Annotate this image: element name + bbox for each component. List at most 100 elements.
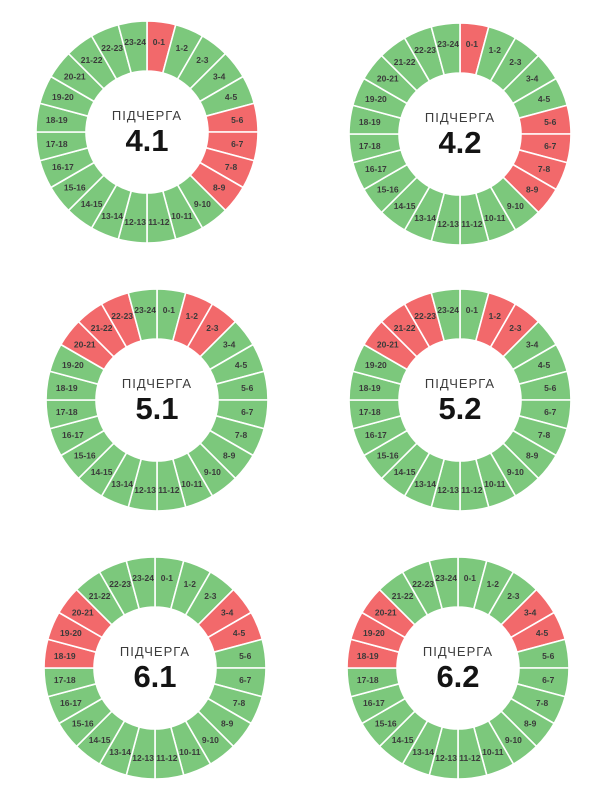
hour-label: 2-3 [507,591,520,601]
hour-label: 18-19 [46,115,68,125]
hour-label: 2-3 [206,323,219,333]
hour-label: 7-8 [538,430,551,440]
hour-label: 12-13 [132,753,154,763]
hour-label: 16-17 [365,430,387,440]
hour-label: 19-20 [60,628,82,638]
hour-label: 11-12 [158,485,180,495]
hour-label: 12-13 [435,753,457,763]
hour-label: 16-17 [52,162,74,172]
hour-label: 18-19 [56,383,78,393]
hour-label: 23-24 [437,305,459,315]
hour-label: 4-5 [538,360,551,370]
hour-label: 15-16 [377,184,399,194]
donut-chart-4-1: 0-1 1-2 2-3 3-4 4-5 5-6 6-7 7-8 8-9 9-10 10-11 11-1… [27,12,267,252]
hour-label: 0-1 [163,305,176,315]
hour-label: 22-23 [414,311,436,321]
donut-chart-5-1: 0-1 1-2 2-3 3-4 4-5 5-6 6-7 7-8 8-9 9-10 10-11 11-1… [37,280,277,520]
hour-label: 7-8 [538,164,551,174]
hour-label: 18-19 [357,651,379,661]
hour-label: 5-6 [544,117,557,127]
hour-label: 5-6 [544,383,557,393]
hour-label: 14-15 [81,199,103,209]
hour-label: 20-21 [64,72,86,82]
hour-label: 14-15 [89,735,111,745]
hour-label: 23-24 [134,305,156,315]
donut-ring-svg: 0-1 1-2 2-3 3-4 4-5 5-6 6-7 7-8 8-99-1010-1111-1… [346,556,570,780]
hour-label: 13-14 [414,479,436,489]
hour-label: 3-4 [221,608,234,618]
hour-label: 15-16 [377,450,399,460]
hour-label: 21-22 [89,591,111,601]
hour-label: 13-14 [109,747,131,757]
hour-label: 9-10 [505,735,522,745]
hour-label: 5-6 [239,651,252,661]
hour-label: 2-3 [196,55,209,65]
hour-label: 14-15 [91,467,113,477]
donut-ring-svg: 0-1 1-2 2-3 3-4 4-5 5-6 6-7 7-8 8-99-1010-1111-1… [348,22,572,246]
hour-label: 15-16 [74,450,96,460]
hour-label: 13-14 [414,213,436,223]
hour-label: 9-10 [202,735,219,745]
hour-label: 15-16 [72,718,94,728]
hour-label: 1-2 [487,579,500,589]
hour-label: 5-6 [241,383,254,393]
hour-label: 19-20 [52,92,74,102]
hour-segment-23-24 [430,22,461,76]
hour-label: 20-21 [377,74,399,84]
hour-label: 0-1 [466,39,479,49]
hour-label: 11-12 [148,217,170,227]
hour-label: 6-7 [231,139,244,149]
hour-label: 14-15 [392,735,414,745]
hour-label: 21-22 [81,55,103,65]
hour-label: 5-6 [231,115,244,125]
hour-label: 17-18 [357,675,379,685]
hour-label: 22-23 [111,311,133,321]
hour-label: 6-7 [239,675,252,685]
hour-label: 21-22 [394,323,416,333]
hour-label: 16-17 [365,164,387,174]
hour-label: 14-15 [394,201,416,211]
hour-label: 7-8 [225,162,238,172]
hour-label: 1-2 [186,311,199,321]
hour-label: 21-22 [91,323,113,333]
hour-segment-23-24 [428,556,459,610]
hour-label: 6-7 [542,675,555,685]
hour-label: 3-4 [213,72,226,82]
hour-label: 20-21 [375,608,397,618]
hour-label: 12-13 [124,217,146,227]
donut-chart-6-2: 0-1 1-2 2-3 3-4 4-5 5-6 6-7 7-8 8-9 9-10 10-11 11-1… [338,548,578,788]
hour-label: 11-12 [461,219,483,229]
hour-label: 0-1 [464,573,477,583]
hour-label: 19-20 [365,360,387,370]
hour-label: 1-2 [489,45,502,55]
hour-label: 22-23 [101,43,123,53]
hour-label: 20-21 [72,608,94,618]
hour-label: 1-2 [176,43,189,53]
hour-label: 21-22 [392,591,414,601]
hour-label: 21-22 [394,57,416,67]
hour-label: 15-16 [64,182,86,192]
hour-label: 2-3 [509,57,522,67]
hour-label: 20-21 [74,340,96,350]
hour-label: 12-13 [437,219,459,229]
hour-label: 6-7 [544,407,557,417]
hour-label: 16-17 [60,698,82,708]
donut-chart-5-2: 0-1 1-2 2-3 3-4 4-5 5-6 6-7 7-8 8-9 9-10 10-11 11-1… [340,280,580,520]
hour-label: 4-5 [233,628,246,638]
hour-label: 5-6 [542,651,555,661]
hour-label: 1-2 [184,579,197,589]
hour-label: 6-7 [544,141,557,151]
hour-segment-23-24 [430,288,461,342]
hour-label: 4-5 [538,94,551,104]
hour-label: 9-10 [194,199,211,209]
donut-chart-4-2: 0-1 1-2 2-3 3-4 4-5 5-6 6-7 7-8 8-9 9-10 10-11 11-1… [340,14,580,254]
hour-label: 18-19 [359,117,381,127]
hour-label: 22-23 [414,45,436,55]
hour-label: 6-7 [241,407,254,417]
hour-label: 15-16 [375,718,397,728]
hour-label: 8-9 [524,718,537,728]
hour-segment-23-24 [127,288,158,342]
hour-label: 19-20 [365,94,387,104]
hour-label: 8-9 [223,450,236,460]
hour-label: 7-8 [233,698,246,708]
